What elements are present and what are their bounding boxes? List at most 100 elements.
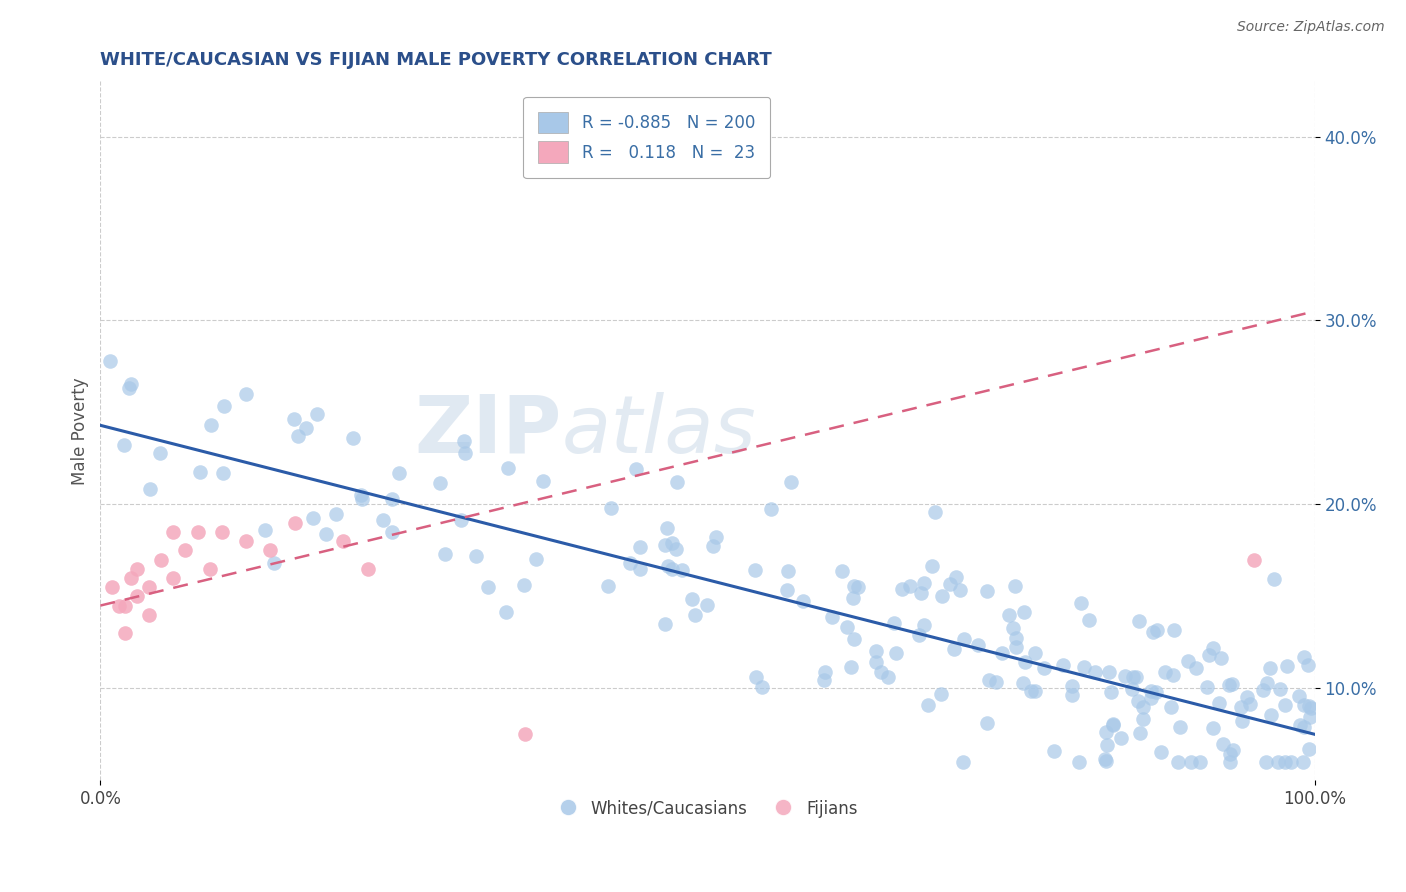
Point [953, 632, 976, 647]
Point [198, 562, 221, 576]
Point [342, 431, 364, 445]
Point [371, 513, 394, 527]
Point [1142, 625, 1164, 640]
Point [1102, 716, 1125, 731]
Point [685, 608, 707, 623]
Point [1299, 701, 1322, 715]
Point [1254, 755, 1277, 769]
Point [776, 582, 799, 597]
Point [1218, 678, 1240, 692]
Point [515, 727, 537, 741]
Point [465, 549, 488, 563]
Point [381, 492, 404, 507]
Point [910, 585, 932, 599]
Point [1042, 743, 1064, 757]
Point [186, 524, 208, 539]
Point [1160, 699, 1182, 714]
Point [704, 530, 727, 544]
Point [1101, 685, 1123, 699]
Point [908, 628, 931, 642]
Point [1256, 675, 1278, 690]
Point [1177, 654, 1199, 668]
Point [212, 466, 235, 480]
Point [125, 590, 148, 604]
Point [1125, 670, 1147, 684]
Point [531, 474, 554, 488]
Point [657, 559, 679, 574]
Point [1289, 718, 1312, 732]
Point [1060, 688, 1083, 702]
Point [162, 524, 184, 539]
Point [1180, 755, 1202, 769]
Point [120, 571, 142, 585]
Point [301, 511, 323, 525]
Point [1060, 680, 1083, 694]
Point [450, 513, 472, 527]
Point [1275, 658, 1298, 673]
Point [976, 583, 998, 598]
Point [1274, 755, 1296, 769]
Point [912, 576, 935, 591]
Point [1129, 726, 1152, 740]
Text: ZIP: ZIP [415, 392, 562, 470]
Point [842, 579, 865, 593]
Point [1219, 747, 1241, 762]
Point [666, 475, 689, 489]
Point [294, 421, 316, 435]
Point [938, 577, 960, 591]
Point [1146, 623, 1168, 637]
Text: WHITE/CAUCASIAN VS FIJIAN MALE POVERTY CORRELATION CHART: WHITE/CAUCASIAN VS FIJIAN MALE POVERTY C… [100, 51, 772, 69]
Point [792, 593, 814, 607]
Point [1222, 743, 1244, 757]
Point [114, 626, 136, 640]
Point [751, 681, 773, 695]
Point [1251, 683, 1274, 698]
Point [661, 536, 683, 550]
Point [283, 412, 305, 426]
Point [433, 547, 456, 561]
Point [496, 461, 519, 475]
Point [1185, 661, 1208, 675]
Point [1033, 661, 1056, 675]
Point [945, 570, 967, 584]
Point [917, 698, 939, 712]
Point [986, 675, 1008, 690]
Point [1070, 596, 1092, 610]
Point [1001, 621, 1024, 635]
Point [1294, 720, 1316, 734]
Point [429, 476, 451, 491]
Point [814, 665, 837, 679]
Point [1144, 685, 1167, 699]
Point [305, 408, 328, 422]
Point [1012, 605, 1035, 619]
Point [1052, 658, 1074, 673]
Point [991, 646, 1014, 660]
Point [654, 616, 676, 631]
Point [112, 438, 135, 452]
Point [1077, 613, 1099, 627]
Point [1230, 714, 1253, 728]
Point [356, 562, 378, 576]
Point [1132, 699, 1154, 714]
Point [1163, 623, 1185, 637]
Point [1170, 720, 1192, 734]
Point [325, 507, 347, 521]
Point [138, 580, 160, 594]
Point [332, 534, 354, 549]
Point [125, 562, 148, 576]
Point [1094, 751, 1116, 765]
Point [846, 580, 869, 594]
Point [949, 582, 972, 597]
Point [1298, 698, 1320, 713]
Point [842, 591, 865, 606]
Point [162, 571, 184, 585]
Point [1128, 614, 1150, 628]
Point [1024, 684, 1046, 698]
Point [865, 655, 887, 669]
Point [107, 599, 129, 613]
Text: atlas: atlas [562, 392, 756, 470]
Point [1011, 676, 1033, 690]
Point [898, 579, 921, 593]
Point [1132, 712, 1154, 726]
Point [1188, 755, 1211, 769]
